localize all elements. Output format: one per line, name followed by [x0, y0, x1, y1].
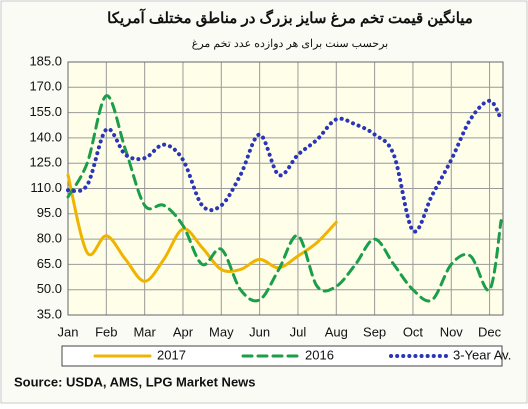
y-tick-label: 80.0	[37, 231, 62, 246]
y-tick-label: 110.0	[30, 180, 62, 195]
y-tick-label: 125.0	[29, 155, 62, 170]
y-tick-label: 35.0	[37, 306, 62, 321]
x-tick-label: Jan	[58, 324, 79, 339]
legend-label: 3-Year Av.	[453, 347, 511, 362]
x-tick-label: Apr	[173, 324, 194, 339]
x-tick-label: Feb	[95, 324, 117, 339]
y-tick-label: 50.0	[37, 281, 62, 296]
source: Source: USDA, AMS, LPG Market News	[14, 374, 256, 389]
y-tick-label: 155.0	[29, 104, 62, 119]
series-line	[66, 94, 503, 303]
legend-label: 2017	[157, 347, 186, 362]
series-line	[66, 98, 504, 234]
x-tick-label: Jul	[290, 324, 307, 339]
chart-title: میانگین قیمت تخم مرغ سایز بزرگ در مناطق …	[107, 8, 473, 27]
chart-subtitle: برحسب سنت برای هر دوازده عدد تخم مرغ	[192, 38, 388, 50]
x-tick-label: Sep	[363, 324, 386, 339]
y-tick-label: 185.0	[29, 53, 62, 68]
y-tick-label: 170.0	[29, 79, 62, 94]
x-tick-label: Aug	[325, 324, 348, 339]
y-tick-label: 65.0	[37, 256, 62, 271]
y-tick-label: 140.0	[29, 129, 62, 144]
x-tick-label: Oct	[403, 324, 424, 339]
x-tick-label: Mar	[133, 324, 156, 339]
x-tick-label: Dec	[478, 324, 502, 339]
legend-label: 2016	[305, 347, 334, 362]
x-tick-label: Nov	[440, 324, 464, 339]
y-tick-label: 95.0	[37, 205, 62, 220]
x-tick-label: Jun	[249, 324, 270, 339]
series-line	[66, 173, 338, 283]
x-tick-label: May	[209, 324, 234, 339]
